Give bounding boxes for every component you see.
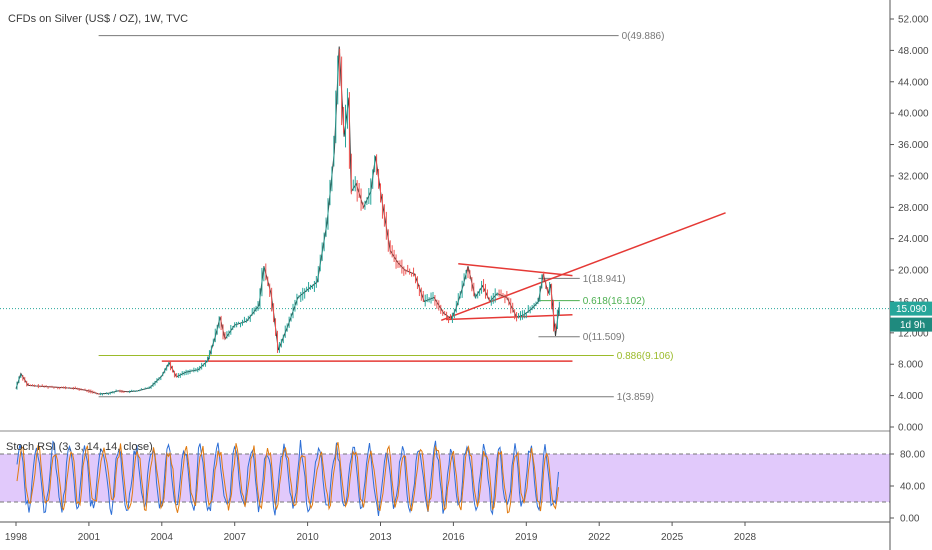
stoch-rsi-title: Stoch RSI (3, 3, 14, 14, close) xyxy=(6,441,153,453)
price-tick-label: 52.000 xyxy=(898,15,929,26)
price-tick-label: 44.000 xyxy=(898,77,929,88)
time-tick-label: 2007 xyxy=(224,532,247,543)
stoch-rsi-axis[interactable]: 80.00 40.00 0.00 xyxy=(890,450,925,525)
stoch-rsi-tick-label: 0.00 xyxy=(900,514,920,525)
countdown-badge: 1d 9h xyxy=(890,317,932,332)
time-tick-label: 2025 xyxy=(661,532,684,543)
time-tick-label: 2022 xyxy=(588,532,611,543)
time-tick-label: 2028 xyxy=(734,532,757,543)
fib-level-label: 1(3.859) xyxy=(617,392,654,403)
fib-level-label: 0(11.509) xyxy=(583,332,625,343)
price-tick-label: 0.000 xyxy=(898,423,923,434)
price-tick-label: 8.000 xyxy=(898,360,923,371)
stoch-rsi-tick-label: 80.00 xyxy=(900,450,925,461)
price-tick-label: 12.000 xyxy=(898,328,929,339)
price-tick-label: 4.000 xyxy=(898,391,923,402)
stoch-rsi-tick-label: 40.00 xyxy=(900,482,925,493)
trend-line xyxy=(440,212,726,321)
stoch-rsi-d-line xyxy=(16,442,559,514)
chart-title: CFDs on Silver (US$ / OZ), 1W, TVC xyxy=(8,13,188,25)
stoch-rsi-pane[interactable]: Stoch RSI (3, 3, 14, 14, close) xyxy=(0,440,890,516)
last-price-badge: 15.090 xyxy=(890,301,932,316)
price-tick-label: 48.000 xyxy=(898,46,929,57)
time-tick-label: 2001 xyxy=(78,532,101,543)
fib-levels: 0(49.886) 1(18.941) 0.618(16.102) 0(11.509)… xyxy=(98,31,674,403)
time-tick-label: 2004 xyxy=(151,532,174,543)
fib-level-label: 0.886(9.106) xyxy=(617,351,674,362)
price-tick-label: 28.000 xyxy=(898,203,929,214)
price-tick-label: 24.000 xyxy=(898,234,929,245)
fib-level-label: 0.618(16.102) xyxy=(583,296,645,307)
fib-level-label: 1(18.941) xyxy=(583,274,626,285)
price-pane[interactable]: 0(49.886) 1(18.941) 0.618(16.102) 0(11.509)… xyxy=(0,13,890,403)
price-tick-label: 36.000 xyxy=(898,140,929,151)
fib-level-label: 0(49.886) xyxy=(622,31,665,42)
last-price-label: 15.090 xyxy=(896,304,927,315)
time-tick-label: 2010 xyxy=(296,532,319,543)
time-tick-label: 1998 xyxy=(5,532,28,543)
stoch-rsi-k-line xyxy=(16,440,559,516)
time-axis[interactable]: 1998 2001 2004 2007 2010 2013 2016 2019 2022 2025… xyxy=(5,522,757,543)
price-tick-label: 32.000 xyxy=(898,171,929,182)
trend-lines xyxy=(161,212,726,362)
time-tick-label: 2013 xyxy=(369,532,392,543)
price-tick-label: 40.000 xyxy=(898,109,929,120)
price-tick-label: 20.000 xyxy=(898,266,929,277)
time-tick-label: 2019 xyxy=(515,532,538,543)
time-tick-label: 2016 xyxy=(442,532,465,543)
price-axis-background xyxy=(890,0,932,550)
countdown-label: 1d 9h xyxy=(900,320,925,331)
trend-line xyxy=(446,314,573,321)
stoch-rsi-band xyxy=(0,454,890,502)
trend-line xyxy=(458,263,573,277)
price-candles xyxy=(16,49,560,396)
